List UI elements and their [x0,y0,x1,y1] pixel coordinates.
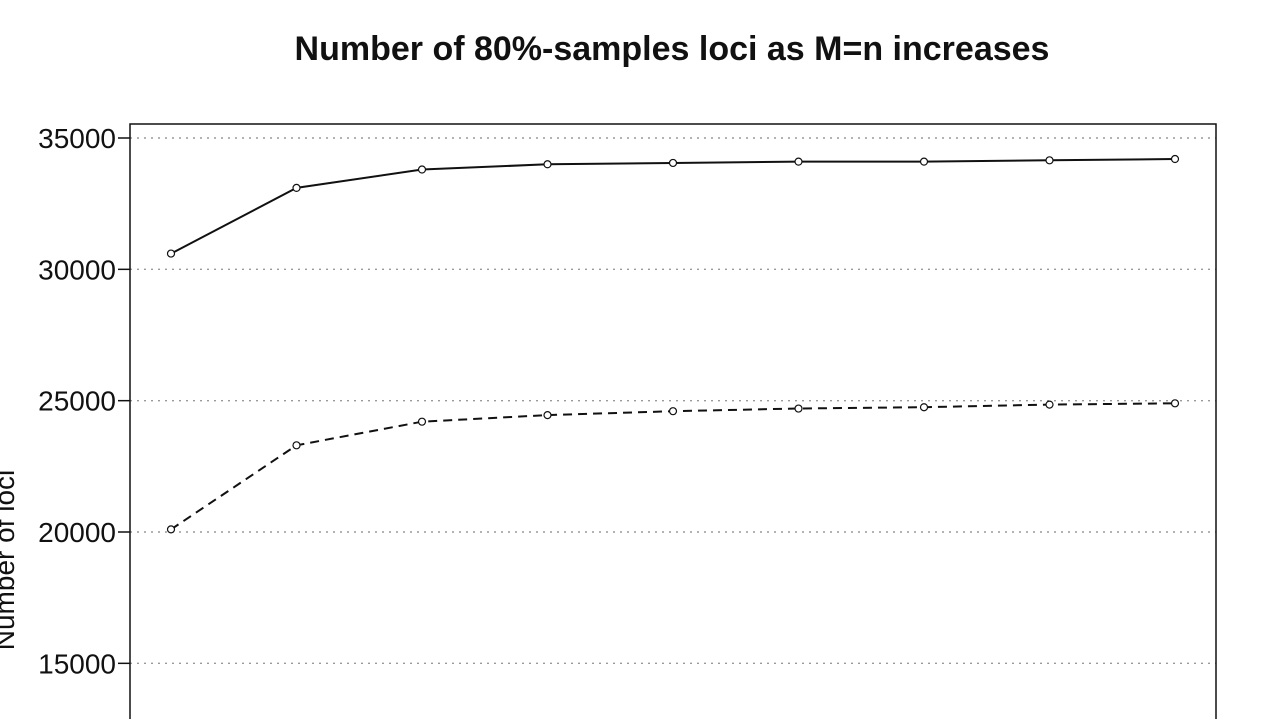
y-tick-label: 35000 [38,123,116,154]
data-point [794,404,803,413]
chart-title: Number of 80%-samples loci as M=n increa… [295,30,1050,68]
y-axis: 15000 20000 25000 30000 35000 [38,123,130,679]
data-point [543,160,552,169]
data-point [166,249,176,258]
data-point [794,157,803,166]
data-point [417,165,427,174]
data-point [668,158,678,168]
data-point [1170,399,1180,408]
y-tick-label: 30000 [38,254,116,285]
series-line [170,402,1176,531]
series-layer [166,154,1180,534]
data-point [919,403,929,412]
data-point [292,183,301,193]
y-tick-label: 15000 [38,648,116,679]
data-point [1045,156,1054,165]
y-axis-label: Number of loci [0,470,20,651]
data-point [166,525,176,534]
plot-frame [129,123,1217,719]
data-point [1045,400,1054,409]
data-point [1170,154,1180,164]
grid-layer [130,137,1216,665]
series-line [170,158,1176,255]
y-tick-label: 20000 [38,517,116,548]
series-1 [166,154,1180,258]
y-tick-label: 25000 [38,386,116,417]
data-point [668,407,678,416]
series-2 [166,399,1180,534]
data-point [292,441,301,450]
data-point [543,411,552,420]
data-point [919,157,929,166]
data-point [417,417,427,426]
